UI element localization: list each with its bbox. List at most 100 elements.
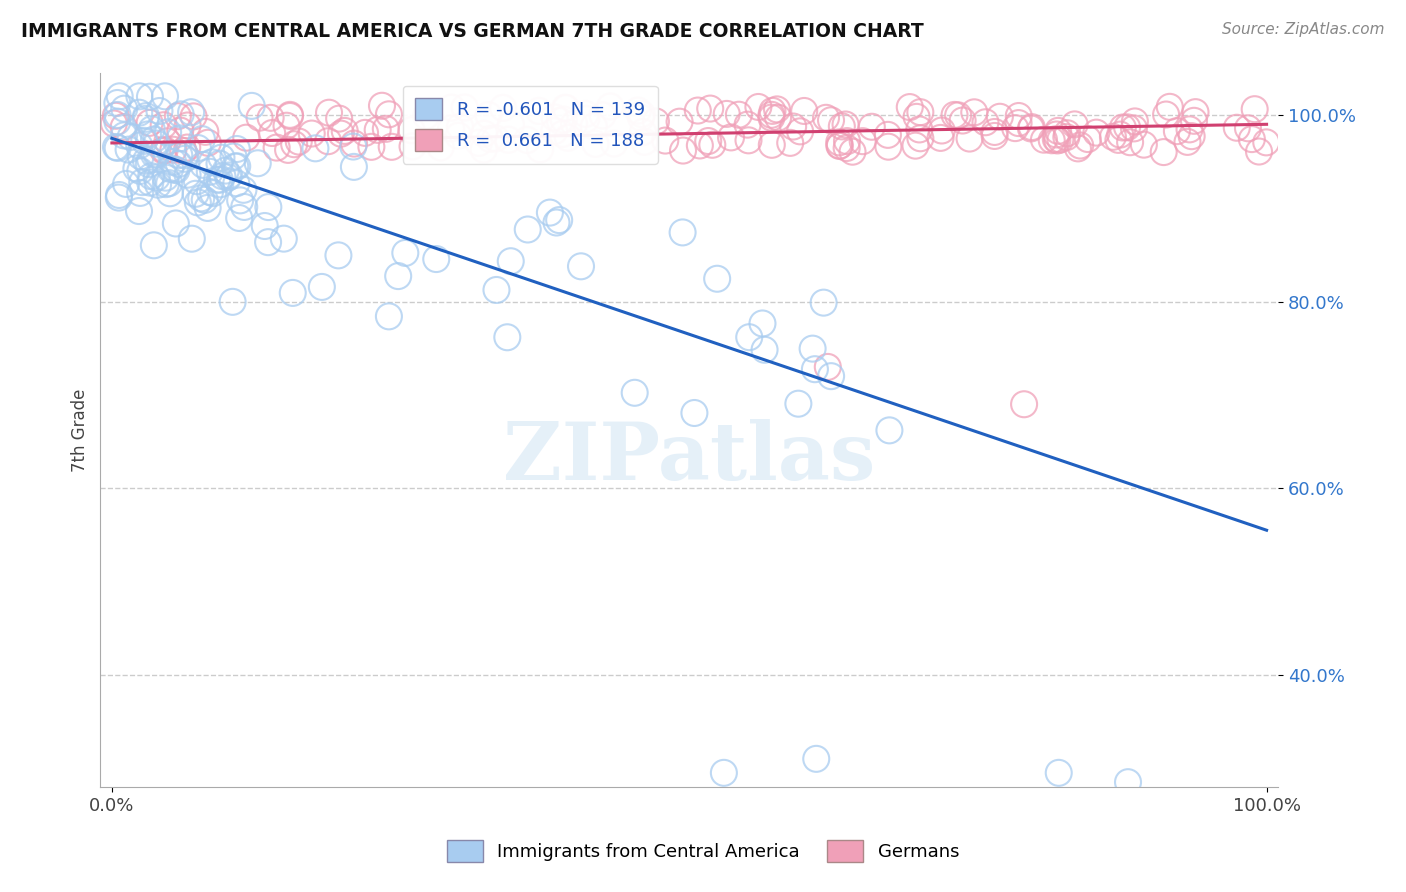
Point: [585, 136, 607, 151]
Point: [686, 103, 709, 118]
Point: [218, 169, 240, 183]
Point: [169, 131, 191, 145]
Text: Source: ZipAtlas.com: Source: ZipAtlas.com: [1222, 22, 1385, 37]
Point: [1047, 765, 1070, 780]
Point: [129, 186, 152, 200]
Point: [630, 111, 652, 125]
Point: [766, 103, 789, 117]
Point: [472, 127, 495, 141]
Point: [211, 169, 233, 183]
Point: [257, 200, 280, 214]
Point: [562, 117, 585, 131]
Point: [1040, 133, 1063, 147]
Point: [186, 174, 208, 188]
Point: [1008, 109, 1031, 123]
Point: [283, 137, 305, 152]
Point: [141, 122, 163, 136]
Point: [394, 246, 416, 260]
Point: [176, 140, 198, 154]
Point: [278, 108, 301, 122]
Point: [943, 108, 966, 122]
Point: [835, 134, 858, 148]
Point: [273, 232, 295, 246]
Point: [817, 359, 839, 374]
Point: [877, 139, 900, 153]
Point: [699, 102, 721, 116]
Point: [401, 139, 423, 153]
Point: [146, 170, 169, 185]
Point: [831, 120, 853, 134]
Point: [630, 107, 652, 121]
Point: [162, 143, 184, 157]
Point: [787, 397, 810, 411]
Point: [103, 116, 125, 130]
Point: [153, 89, 176, 103]
Point: [713, 765, 735, 780]
Point: [378, 107, 401, 121]
Point: [720, 130, 742, 145]
Point: [235, 130, 257, 145]
Point: [371, 99, 394, 113]
Point: [1033, 133, 1056, 147]
Point: [908, 122, 931, 136]
Point: [1056, 126, 1078, 140]
Point: [440, 121, 463, 136]
Point: [879, 423, 901, 437]
Point: [138, 157, 160, 171]
Point: [516, 133, 538, 147]
Point: [225, 176, 247, 190]
Point: [167, 109, 190, 123]
Point: [128, 138, 150, 153]
Point: [257, 235, 280, 249]
Point: [754, 343, 776, 357]
Text: IMMIGRANTS FROM CENTRAL AMERICA VS GERMAN 7TH GRADE CORRELATION CHART: IMMIGRANTS FROM CENTRAL AMERICA VS GERMA…: [21, 22, 924, 41]
Point: [143, 132, 166, 146]
Point: [904, 138, 927, 153]
Point: [165, 217, 187, 231]
Point: [343, 160, 366, 174]
Point: [747, 100, 769, 114]
Point: [910, 105, 932, 120]
Point: [499, 254, 522, 268]
Point: [1116, 775, 1139, 789]
Point: [155, 177, 177, 191]
Point: [249, 111, 271, 125]
Point: [174, 148, 197, 162]
Point: [135, 112, 157, 126]
Point: [387, 269, 409, 284]
Point: [582, 120, 605, 134]
Point: [538, 205, 561, 219]
Point: [135, 153, 157, 168]
Point: [702, 137, 724, 152]
Point: [479, 132, 502, 146]
Point: [176, 168, 198, 182]
Point: [782, 120, 804, 134]
Point: [1102, 129, 1125, 144]
Point: [262, 126, 284, 140]
Point: [304, 141, 326, 155]
Point: [169, 123, 191, 137]
Point: [105, 95, 128, 110]
Point: [554, 101, 576, 115]
Point: [112, 128, 135, 143]
Point: [246, 156, 269, 170]
Point: [834, 118, 856, 132]
Point: [187, 141, 209, 155]
Point: [367, 123, 389, 137]
Point: [415, 109, 437, 123]
Point: [806, 752, 828, 766]
Point: [343, 136, 366, 151]
Point: [173, 152, 195, 166]
Point: [499, 118, 522, 132]
Point: [143, 147, 166, 161]
Point: [789, 124, 811, 138]
Point: [543, 111, 565, 125]
Point: [197, 201, 219, 215]
Point: [814, 111, 837, 125]
Point: [592, 108, 614, 122]
Point: [1123, 114, 1146, 128]
Point: [240, 99, 263, 113]
Point: [548, 114, 571, 128]
Point: [1123, 121, 1146, 136]
Point: [354, 126, 377, 140]
